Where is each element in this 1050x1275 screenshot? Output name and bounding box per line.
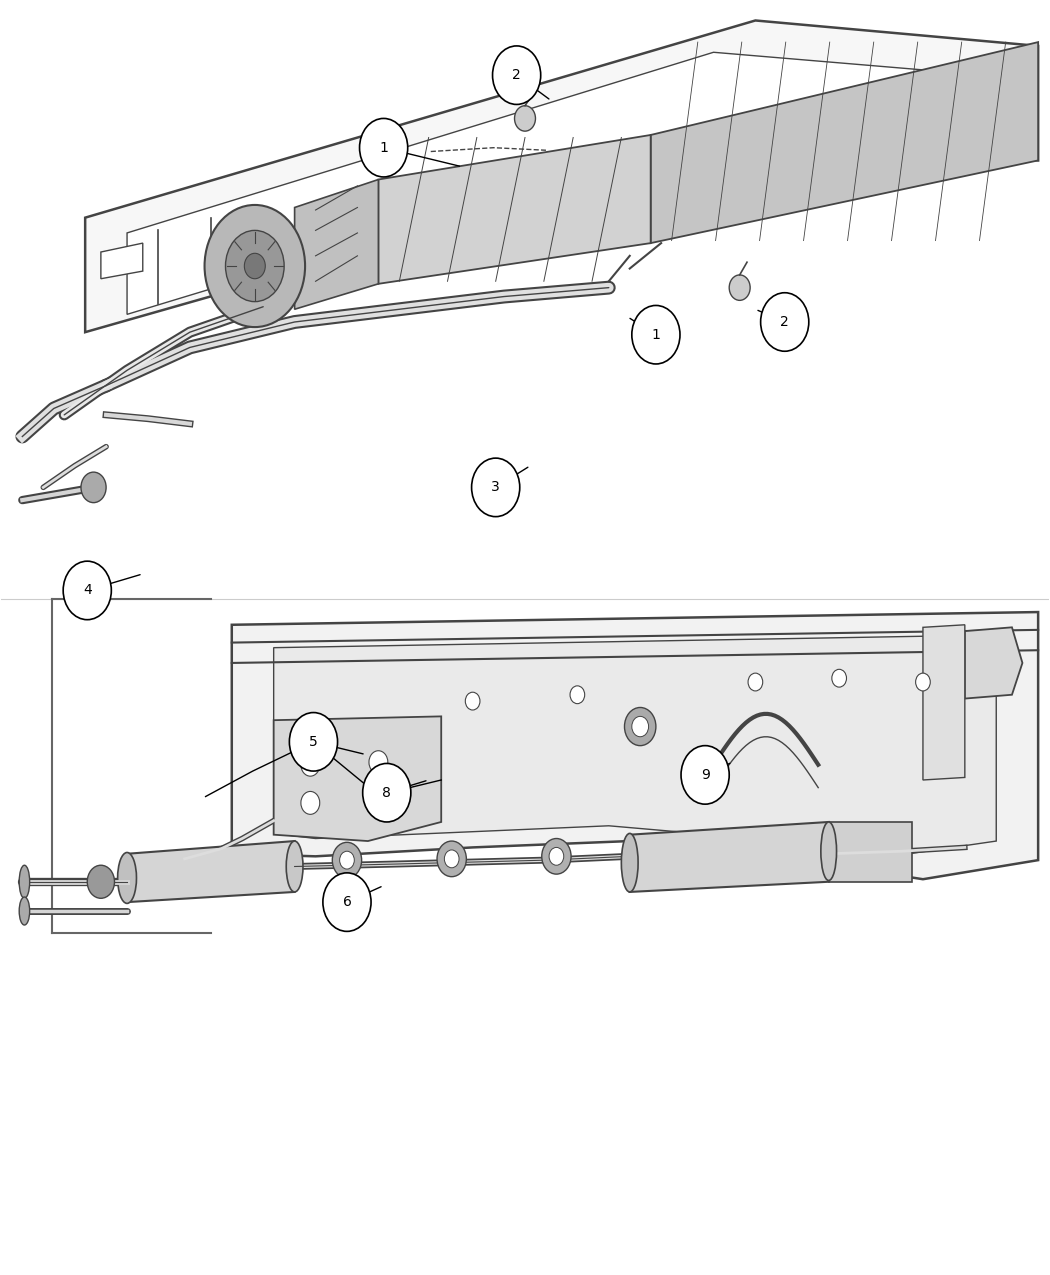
Circle shape <box>332 843 361 878</box>
Text: 5: 5 <box>309 734 318 748</box>
Polygon shape <box>85 20 1038 333</box>
Circle shape <box>632 306 680 363</box>
Circle shape <box>471 458 520 516</box>
Circle shape <box>359 119 407 177</box>
Circle shape <box>290 713 337 771</box>
Text: 9: 9 <box>700 768 710 782</box>
Circle shape <box>916 673 930 691</box>
Circle shape <box>369 789 387 812</box>
Text: 3: 3 <box>491 481 500 495</box>
Ellipse shape <box>622 834 638 892</box>
Circle shape <box>465 692 480 710</box>
Polygon shape <box>651 42 1038 244</box>
Polygon shape <box>101 244 143 279</box>
Circle shape <box>748 673 762 691</box>
Circle shape <box>549 848 564 866</box>
Polygon shape <box>630 822 828 892</box>
Text: 6: 6 <box>342 895 352 909</box>
Text: 4: 4 <box>83 584 91 598</box>
Polygon shape <box>232 612 1038 880</box>
Circle shape <box>681 746 729 805</box>
Circle shape <box>339 852 354 870</box>
Polygon shape <box>127 52 986 315</box>
Circle shape <box>444 850 459 868</box>
Text: 1: 1 <box>651 328 660 342</box>
Circle shape <box>301 754 320 776</box>
Polygon shape <box>274 635 996 857</box>
Ellipse shape <box>19 898 29 926</box>
Ellipse shape <box>118 853 136 904</box>
Polygon shape <box>965 627 1023 699</box>
Circle shape <box>81 472 106 502</box>
Text: 8: 8 <box>382 785 392 799</box>
Circle shape <box>632 717 649 737</box>
Text: 2: 2 <box>512 68 521 82</box>
Polygon shape <box>828 822 912 882</box>
Circle shape <box>301 792 320 815</box>
Text: 2: 2 <box>780 315 790 329</box>
Circle shape <box>729 275 750 301</box>
Circle shape <box>760 293 808 351</box>
Polygon shape <box>378 135 651 284</box>
Circle shape <box>369 751 387 774</box>
Circle shape <box>492 46 541 105</box>
Ellipse shape <box>287 842 303 892</box>
Circle shape <box>832 669 846 687</box>
Circle shape <box>205 205 306 328</box>
Circle shape <box>514 106 536 131</box>
Polygon shape <box>923 625 965 780</box>
Circle shape <box>570 686 585 704</box>
Circle shape <box>542 839 571 875</box>
Polygon shape <box>127 842 295 903</box>
Circle shape <box>87 866 114 899</box>
Ellipse shape <box>19 866 29 899</box>
Circle shape <box>226 231 285 302</box>
Ellipse shape <box>821 822 837 881</box>
Polygon shape <box>274 717 441 842</box>
Circle shape <box>625 708 656 746</box>
Circle shape <box>323 873 371 931</box>
Text: 1: 1 <box>379 140 388 154</box>
Circle shape <box>437 842 466 877</box>
Circle shape <box>362 764 411 822</box>
Circle shape <box>245 254 266 279</box>
Polygon shape <box>295 180 378 310</box>
Circle shape <box>63 561 111 620</box>
